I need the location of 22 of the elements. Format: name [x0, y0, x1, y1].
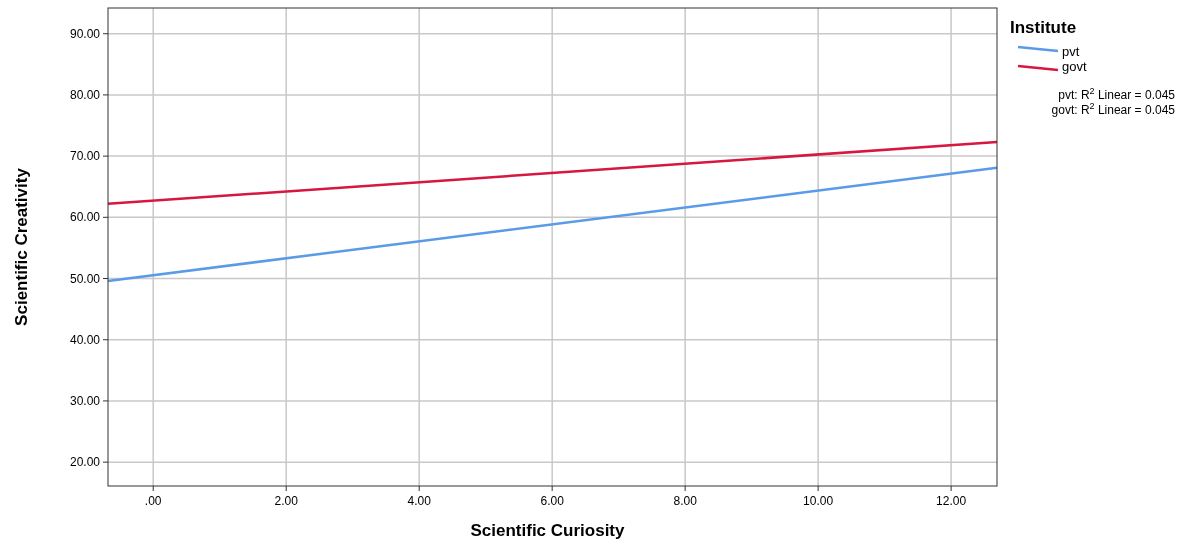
legend-label: govt [1062, 59, 1087, 74]
x-tick-label: 12.00 [936, 494, 967, 508]
y-tick-label: 40.00 [69, 332, 101, 347]
y-axis-title: Scientific Creativity [12, 167, 31, 326]
y-tick-label: 70.00 [69, 149, 101, 164]
legend-label: pvt [1062, 44, 1080, 59]
x-tick-label: 6.00 [540, 494, 565, 508]
x-tick-label: 8.00 [673, 494, 698, 508]
y-tick-label: 90.00 [69, 26, 101, 41]
legend-title: Institute [1010, 18, 1077, 37]
y-tick-label: 60.00 [69, 210, 101, 225]
x-tick-label: 2.00 [274, 494, 299, 508]
x-tick-label: .00 [144, 494, 162, 508]
x-tick-label: 10.00 [803, 494, 834, 508]
text: govt: R$^{2}$ Linear = 0.045 [1051, 101, 1176, 117]
y-tick-label: 80.00 [69, 87, 101, 102]
text: pvt: R$^{2}$ Linear = 0.045 [1058, 86, 1176, 102]
x-tick-label: 4.00 [407, 494, 432, 508]
y-tick-label: 20.00 [69, 455, 101, 470]
y-tick-label: 30.00 [69, 393, 101, 408]
y-tick-label: 50.00 [69, 271, 101, 286]
x-axis-title: Scientific Curiosity [470, 521, 626, 540]
